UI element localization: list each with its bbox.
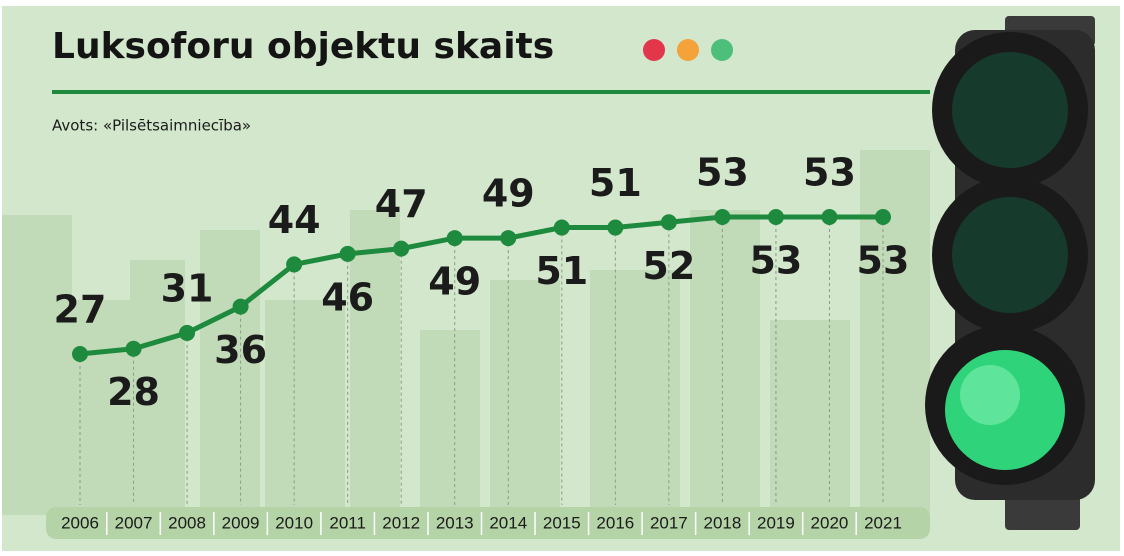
x-tick-label: 2009: [222, 513, 260, 532]
x-tick-label: 2013: [436, 513, 474, 532]
point: [446, 230, 463, 247]
x-tick-label: 2011: [329, 513, 366, 532]
value-label: 51: [589, 161, 642, 205]
value-label: 49: [482, 172, 535, 216]
city-skyline: [2, 150, 930, 515]
point: [714, 209, 731, 225]
point: [179, 324, 196, 341]
value-label: 49: [428, 260, 481, 304]
point: [393, 240, 410, 257]
value-label: 53: [696, 151, 749, 195]
dot-red: [643, 39, 665, 61]
series-line: [79, 214, 883, 357]
point: [232, 298, 249, 315]
value-label: 36: [214, 328, 267, 372]
source-note: Avots: «Pilsētsaimniecība»: [52, 117, 251, 135]
x-tick-label: 2012: [382, 513, 420, 532]
value-label: 28: [107, 370, 160, 414]
x-tick-label: 2014: [489, 513, 527, 532]
value-label: 53: [857, 239, 910, 283]
x-tick-label: 2018: [703, 513, 741, 532]
value-label: 44: [268, 198, 321, 242]
x-tick-label: 2020: [811, 513, 849, 532]
point: [607, 219, 624, 236]
value-label: 31: [161, 266, 214, 310]
point: [339, 245, 356, 262]
point: [767, 209, 784, 225]
point: [286, 256, 303, 273]
value-label: 53: [749, 239, 802, 283]
point: [875, 209, 891, 225]
x-tick-label: 2015: [543, 513, 581, 532]
x-tick-label: 2021: [864, 513, 902, 532]
point: [72, 346, 88, 362]
value-label: 52: [642, 244, 695, 288]
point: [660, 214, 677, 231]
point: [821, 209, 838, 225]
dot-orange: [677, 39, 699, 61]
point: [500, 230, 517, 247]
x-tick-label: 2019: [757, 513, 795, 532]
x-tick-label: 2008: [168, 513, 206, 532]
chart-title: Luksoforu objektu skaits: [52, 26, 554, 67]
x-tick-label: 2010: [275, 513, 313, 532]
value-label: 51: [535, 249, 588, 293]
x-tick-label: 2016: [596, 513, 634, 532]
dot-green: [711, 39, 733, 61]
point: [125, 340, 142, 357]
value-label: 47: [375, 182, 428, 226]
x-tick-label: 2007: [115, 513, 153, 532]
point: [553, 219, 570, 236]
x-tick-label: 2017: [650, 513, 688, 532]
value-label: 46: [321, 275, 374, 319]
traffic-light: [925, 16, 1095, 530]
value-label: 53: [803, 151, 856, 195]
value-label: 27: [54, 288, 107, 332]
x-tick-label: 2006: [61, 513, 99, 532]
